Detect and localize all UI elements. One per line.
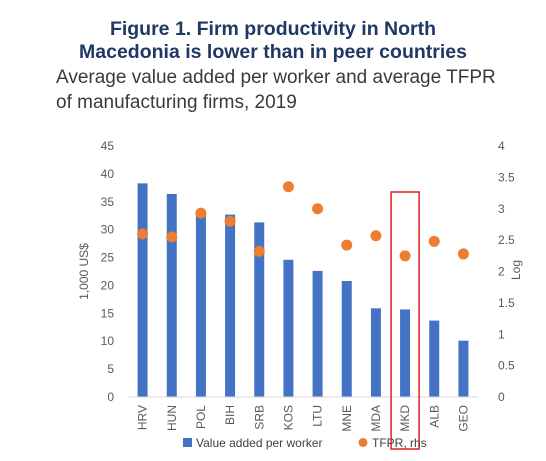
- left-tick-label: 40: [101, 167, 115, 181]
- bar-srb: [254, 222, 265, 397]
- right-tick-label: 0: [498, 390, 505, 404]
- point-mkd: [399, 250, 411, 262]
- right-axis-label: Log: [509, 260, 523, 280]
- x-tick-label: HRV: [136, 405, 150, 430]
- point-hrv: [137, 228, 149, 240]
- right-tick-label: 1: [498, 327, 505, 341]
- bar-hrv: [137, 183, 148, 397]
- left-tick-label: 10: [101, 334, 115, 348]
- chart-subtitle-line-1: Average value added per worker and avera…: [56, 67, 496, 88]
- x-tick-label: LTU: [311, 405, 325, 427]
- point-kos: [282, 181, 294, 193]
- left-tick-label: 45: [101, 139, 115, 153]
- scatter-series: [137, 181, 469, 262]
- bar-series: [137, 183, 469, 397]
- x-tick-label: GEO: [456, 405, 470, 432]
- left-tick-label: 5: [107, 362, 114, 376]
- chart-subtitle-line-2: of manufacturing firms, 2019: [56, 92, 297, 113]
- left-tick-label: 20: [101, 278, 115, 292]
- chart-title-line-1: Figure 1. Firm productivity in North: [109, 18, 437, 40]
- right-tick-label: 0.5: [498, 359, 515, 373]
- bar-geo: [458, 340, 469, 397]
- left-axis-ticks: 0 5 10 15 20 25 30 35 40 45: [101, 139, 115, 404]
- x-axis-ticks: HRV HUN POL BIH SRB KOS LTU MNE MDA MKD ALB GEO: [136, 405, 471, 432]
- left-tick-label: 0: [107, 390, 114, 404]
- highlight-box: [390, 191, 420, 450]
- x-tick-label: SRB: [252, 405, 266, 430]
- chart-title-line-2: Macedonia is lower than in peer countrie…: [79, 41, 467, 63]
- bar-bih: [225, 214, 236, 397]
- bar-kos: [283, 259, 294, 397]
- point-srb: [253, 245, 265, 257]
- right-tick-label: 3: [498, 202, 505, 216]
- x-tick-label: HUN: [165, 405, 179, 431]
- x-tick-label: KOS: [281, 405, 295, 430]
- right-tick-label: 1.5: [498, 296, 515, 310]
- x-tick-label: MDA: [369, 405, 383, 432]
- bar-hun: [166, 193, 177, 397]
- left-tick-label: 25: [101, 251, 115, 265]
- x-tick-label: ALB: [427, 405, 441, 428]
- right-tick-label: 2.5: [498, 233, 515, 247]
- point-alb: [428, 235, 440, 247]
- right-tick-label: 2: [498, 265, 505, 279]
- x-tick-label: BIH: [223, 405, 237, 425]
- bar-mkd: [400, 309, 411, 397]
- legend-label-dot: TFPR, rhs: [372, 436, 427, 450]
- point-mda: [370, 230, 382, 242]
- x-tick-label: MKD: [398, 405, 412, 432]
- bar-ltu: [312, 270, 323, 397]
- bar-pol: [195, 211, 206, 397]
- left-tick-label: 30: [101, 223, 115, 237]
- legend: Value added per worker TFPR, rhs: [183, 436, 427, 450]
- bar-mda: [370, 308, 381, 397]
- point-pol: [195, 207, 207, 219]
- left-tick-label: 15: [101, 306, 115, 320]
- legend-label-bar: Value added per worker: [196, 436, 323, 450]
- right-axis-ticks: 0 0.5 1 1.5 2 2.5 3 3.5 4: [498, 139, 515, 404]
- point-hun: [166, 231, 178, 243]
- legend-swatch-dot: [358, 438, 368, 447]
- point-bih: [224, 215, 236, 227]
- right-tick-label: 3.5: [498, 170, 515, 184]
- x-tick-label: MNE: [340, 405, 354, 432]
- right-tick-label: 4: [498, 139, 505, 153]
- point-geo: [457, 248, 469, 260]
- bar-mne: [341, 280, 352, 397]
- left-axis-label: 1,000 US$: [77, 243, 91, 300]
- left-tick-label: 35: [101, 195, 115, 209]
- point-mne: [341, 239, 353, 251]
- x-tick-label: POL: [194, 405, 208, 429]
- point-ltu: [312, 203, 324, 215]
- bar-alb: [429, 320, 440, 397]
- legend-swatch-bar: [183, 438, 192, 447]
